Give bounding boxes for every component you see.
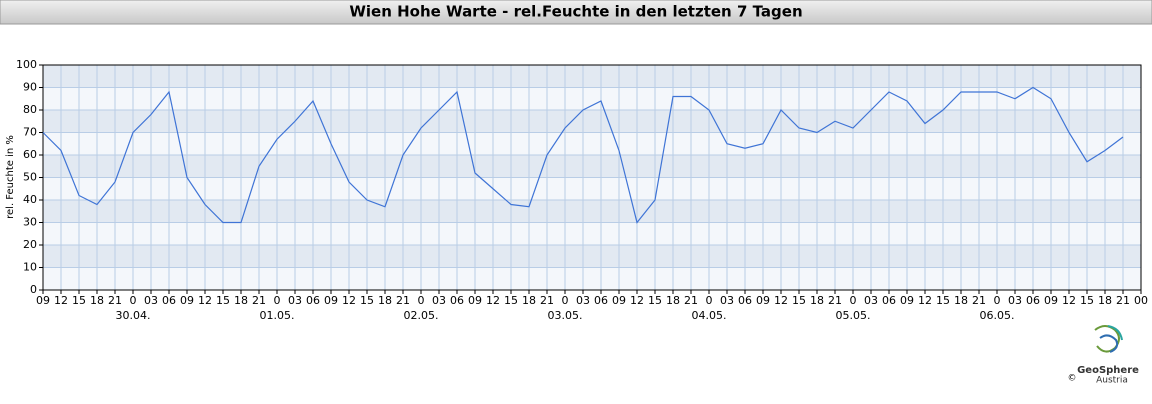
x-tick-label: 15 <box>648 294 662 307</box>
y-tick-label: 30 <box>23 216 37 229</box>
x-tick-label: 09 <box>612 294 626 307</box>
x-tick-label: 18 <box>666 294 680 307</box>
x-tick-label: 06 <box>594 294 608 307</box>
x-tick-label: 21 <box>828 294 842 307</box>
x-tick-label: 03 <box>864 294 878 307</box>
y-tick-label: 100 <box>16 58 37 71</box>
x-tick-label: 09 <box>324 294 338 307</box>
x-tick-label: 0 <box>562 294 569 307</box>
x-tick-label: 15 <box>504 294 518 307</box>
x-tick-label: 06 <box>882 294 896 307</box>
x-tick-label: 0 <box>706 294 713 307</box>
x-tick-label: 21 <box>684 294 698 307</box>
x-tick-label: 18 <box>90 294 104 307</box>
x-tick-label: 21 <box>972 294 986 307</box>
plot-area: 0 10 20 30 40 50 60 70 80 90 100 09 12 15 18 21 0 30.04. 0… <box>16 58 1148 322</box>
copyright: © <box>1068 374 1077 384</box>
date-label: 05.05. <box>836 309 871 322</box>
x-tick-label: 18 <box>1098 294 1112 307</box>
x-tick-label: 12 <box>54 294 68 307</box>
date-label: 03.05. <box>548 309 583 322</box>
x-tick-label: 00 <box>1134 294 1148 307</box>
x-tick-label: 12 <box>630 294 644 307</box>
y-tick-label: 20 <box>23 238 37 251</box>
x-tick-label: 03 <box>1008 294 1022 307</box>
x-tick-label: 21 <box>1116 294 1130 307</box>
logo-name: GeoSphere <box>1077 365 1139 376</box>
grid-band <box>43 65 1141 88</box>
x-tick-label: 12 <box>198 294 212 307</box>
grid-band <box>43 110 1141 133</box>
y-axis-label: rel. Feuchte in % <box>5 135 16 219</box>
title-bar <box>0 0 1152 25</box>
y-tick-label: 50 <box>23 171 37 184</box>
x-tick-label: 18 <box>234 294 248 307</box>
x-tick-label: 12 <box>918 294 932 307</box>
y-tick-label: 40 <box>23 193 37 206</box>
humidity-line <box>42 86 1124 224</box>
x-tick-label: 15 <box>216 294 230 307</box>
x-tick-label: 03 <box>144 294 158 307</box>
grid-band <box>43 155 1141 178</box>
date-label: 02.05. <box>404 309 439 322</box>
x-tick-label: 06 <box>162 294 176 307</box>
x-tick-label: 12 <box>1062 294 1076 307</box>
grid-band <box>43 245 1141 268</box>
plot-frame <box>42 64 1142 291</box>
x-tick-label: 0 <box>994 294 1001 307</box>
x-tick-label: 09 <box>756 294 770 307</box>
x-tick-label: 18 <box>378 294 392 307</box>
date-label: 04.05. <box>692 309 727 322</box>
x-tick-label: 06 <box>450 294 464 307</box>
x-tick-label: 15 <box>936 294 950 307</box>
y-tick-label: 60 <box>23 148 37 161</box>
x-tick-label: 06 <box>306 294 320 307</box>
y-tick-label: 90 <box>23 81 37 94</box>
x-tick-label: 0 <box>274 294 281 307</box>
x-tick-label: 09 <box>900 294 914 307</box>
logo-sub: Austria <box>1096 376 1128 386</box>
x-tick-label: 09 <box>36 294 50 307</box>
x-tick-label: 0 <box>418 294 425 307</box>
x-tick-label: 0 <box>130 294 137 307</box>
y-tick-label: 70 <box>23 126 37 139</box>
date-label: 01.05. <box>260 309 295 322</box>
x-tick-label: 03 <box>288 294 302 307</box>
x-tick-label: 15 <box>1080 294 1094 307</box>
grid-band <box>43 200 1141 223</box>
x-tick-label: 18 <box>954 294 968 307</box>
x-tick-label: 0 <box>850 294 857 307</box>
x-tick-label: 03 <box>576 294 590 307</box>
y-tick-label: 0 <box>30 283 37 296</box>
logo: GeoSphere Austria © <box>1068 325 1139 386</box>
x-tick-label: 21 <box>540 294 554 307</box>
chart-title: Wien Hohe Warte - rel.Feuchte in den let… <box>349 3 802 21</box>
x-tick-label: 21 <box>252 294 266 307</box>
date-label: 06.05. <box>980 309 1015 322</box>
x-tick-label: 15 <box>72 294 86 307</box>
x-tick-label: 21 <box>396 294 410 307</box>
x-tick-label: 03 <box>432 294 446 307</box>
x-tick-label: 18 <box>522 294 536 307</box>
y-tick-label: 80 <box>23 103 37 116</box>
x-tick-label: 15 <box>360 294 374 307</box>
x-tick-label: 12 <box>342 294 356 307</box>
x-tick-label: 03 <box>720 294 734 307</box>
x-tick-label: 06 <box>1026 294 1040 307</box>
date-label: 30.04. <box>116 309 151 322</box>
x-tick-label: 12 <box>486 294 500 307</box>
x-tick-label: 18 <box>810 294 824 307</box>
x-tick-label: 09 <box>1044 294 1058 307</box>
x-tick-label: 21 <box>108 294 122 307</box>
y-tick-label: 10 <box>23 261 37 274</box>
x-tick-label: 09 <box>468 294 482 307</box>
x-tick-label: 09 <box>180 294 194 307</box>
x-tick-label: 15 <box>792 294 806 307</box>
x-tick-label: 12 <box>774 294 788 307</box>
x-tick-label: 06 <box>738 294 752 307</box>
